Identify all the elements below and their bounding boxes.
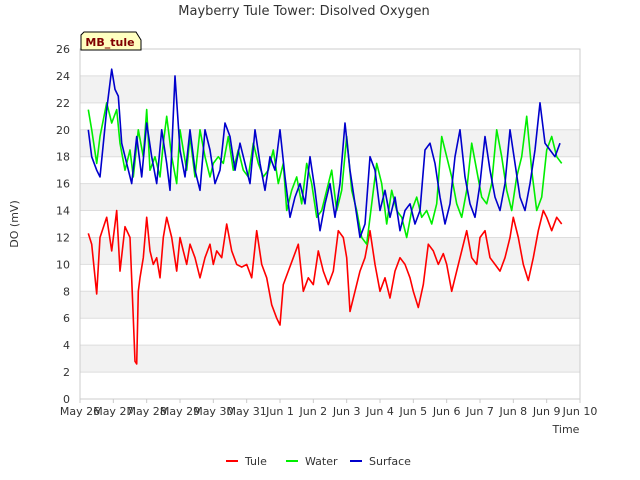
series-line-surface — [87, 68, 561, 239]
x-tick-label: May 26 — [60, 405, 100, 418]
y-axis-label: DO (mV) — [8, 200, 21, 247]
y-tick-label: 4 — [63, 339, 70, 352]
x-tick-label: Jun 1 — [265, 405, 294, 418]
x-tick-label: Jun 8 — [498, 405, 527, 418]
station-badge: MB_tule — [80, 31, 142, 51]
series-line-tule — [87, 209, 563, 365]
plot-band — [80, 318, 580, 346]
plot-band — [80, 291, 580, 319]
x-tick-label: Jun 5 — [398, 405, 427, 418]
x-tick-label: Jun 6 — [432, 405, 461, 418]
y-tick-label: 10 — [56, 258, 70, 271]
chart-title: Mayberry Tule Tower: Disolved Oxygen — [178, 4, 429, 19]
x-tick-label: Jun 3 — [332, 405, 361, 418]
plot-band — [80, 129, 580, 157]
y-tick-label: 12 — [56, 231, 70, 244]
y-tick-label: 0 — [63, 393, 70, 406]
plot-band — [80, 75, 580, 103]
y-tick-label: 2 — [63, 366, 70, 379]
plot-border — [79, 48, 581, 400]
y-tick-label: 26 — [56, 43, 70, 56]
plot-band — [80, 372, 580, 399]
x-tick-label: Jun 9 — [532, 405, 561, 418]
y-tick-label: 16 — [56, 178, 70, 191]
y-tick-label: 18 — [56, 151, 70, 164]
plot-band — [80, 102, 580, 130]
legend-label-water: Water — [305, 455, 338, 468]
y-tick-label: 14 — [56, 205, 70, 218]
legend-label-tule: Tule — [244, 455, 267, 468]
plot-band — [80, 49, 580, 76]
x-tick-label: Jun 7 — [465, 405, 494, 418]
y-tick-label: 6 — [63, 312, 70, 325]
y-tick-label: 22 — [56, 97, 70, 110]
x-tick-label: May 31 — [227, 405, 267, 418]
plot-background — [80, 49, 580, 399]
x-tick-label: May 28 — [127, 405, 167, 418]
x-tick-label: Jun 10 — [562, 405, 598, 418]
y-tick-label: 24 — [56, 70, 70, 83]
legend: Tule Water Surface — [226, 455, 411, 468]
series-layer — [87, 68, 563, 365]
x-tick-label: May 27 — [93, 405, 133, 418]
legend-label-surface: Surface — [369, 455, 411, 468]
x-axis-label: Time — [552, 423, 580, 436]
station-badge-label: MB_tule — [85, 36, 134, 49]
x-tick-label: Jun 4 — [365, 405, 394, 418]
station-badge-shape — [80, 31, 142, 51]
x-tick-label: May 30 — [193, 405, 233, 418]
plot-band — [80, 210, 580, 238]
x-tick-label: Jun 2 — [298, 405, 327, 418]
y-tick-label: 20 — [56, 124, 70, 137]
x-tick-label: May 29 — [160, 405, 200, 418]
plot-band — [80, 345, 580, 373]
y-tick-label: 8 — [63, 285, 70, 298]
